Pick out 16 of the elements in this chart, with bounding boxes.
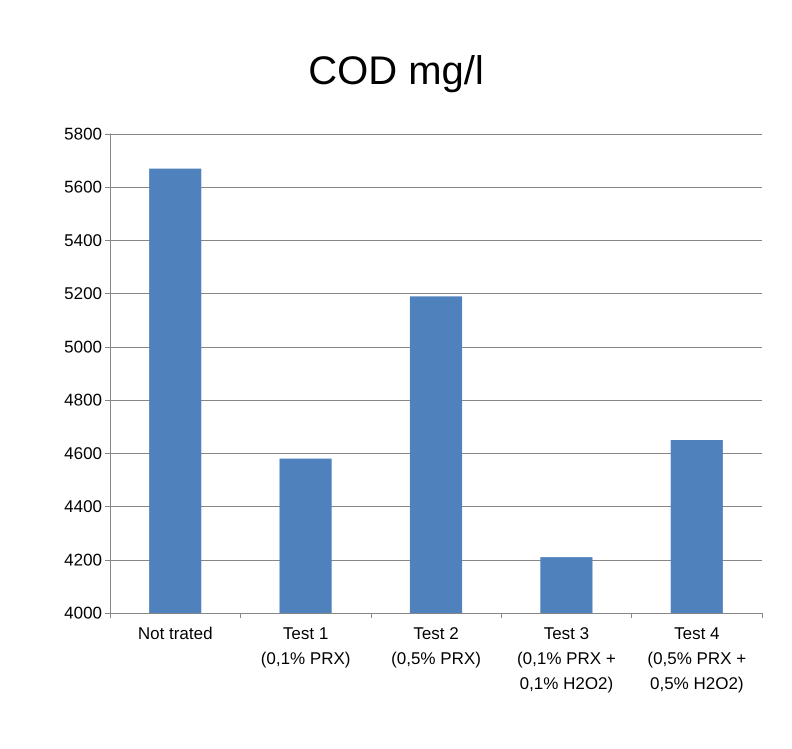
y-tick-label: 5600 <box>64 178 102 197</box>
y-tick-label: 4400 <box>64 497 102 516</box>
y-tick-label: 4600 <box>64 444 102 463</box>
y-tick-label: 5400 <box>64 230 102 250</box>
x-tick-label: Test 4 (0,5% PRX + 0,5% H2O2) <box>647 624 746 693</box>
y-tick-label: 4200 <box>64 550 102 570</box>
chart-title: COD mg/l <box>308 49 484 93</box>
x-tick-label: Test 1 (0,1% PRX) <box>260 624 350 668</box>
x-tick-label: Not trated <box>138 624 213 643</box>
y-tick-label: 4800 <box>64 390 102 410</box>
y-tick-label: 4000 <box>64 604 102 622</box>
x-tick-label: Test 2 (0,5% PRX) <box>391 624 481 668</box>
x-tick-label: Test 3 (0,1% PRX + 0,1% H2O2) <box>517 624 616 693</box>
y-tick-label: 5200 <box>64 284 102 304</box>
y-tick-label: 5800 <box>64 124 102 144</box>
y-tick-label: 5000 <box>64 337 102 356</box>
